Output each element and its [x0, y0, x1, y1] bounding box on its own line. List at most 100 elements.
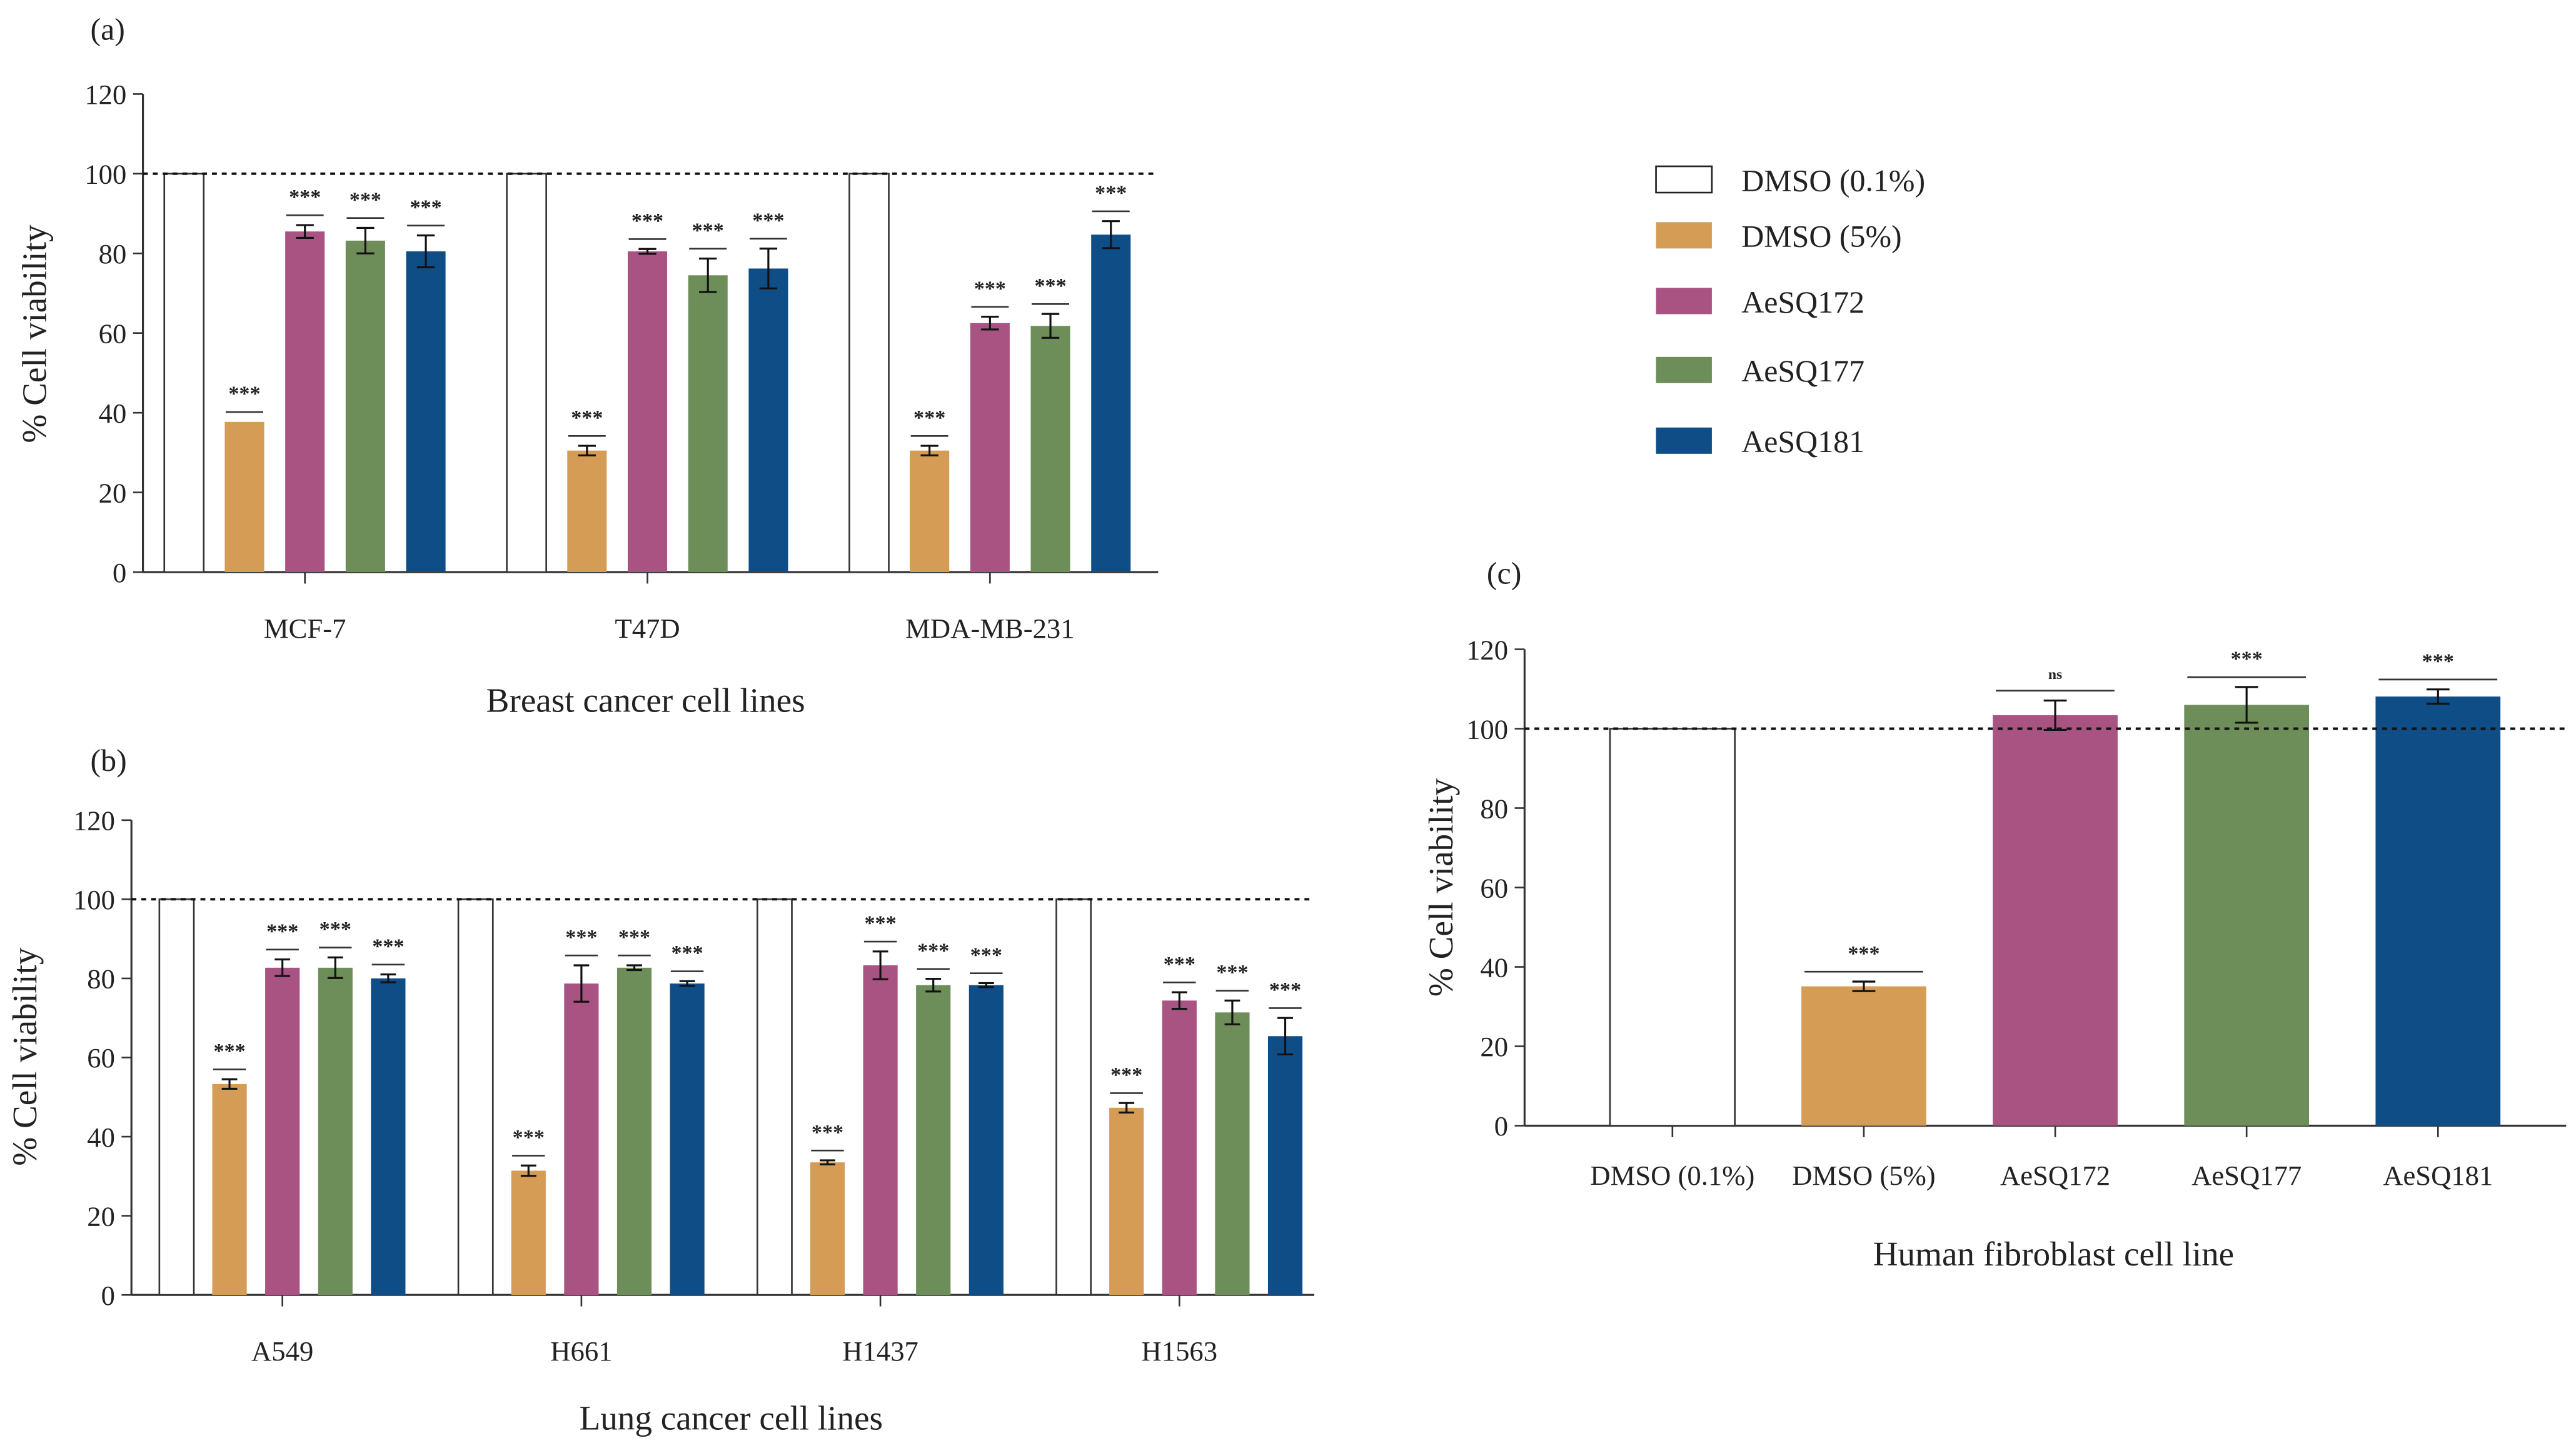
legend-label: DMSO (0.1%) [1741, 163, 1925, 198]
significance-label: *** [350, 188, 381, 211]
significance-label: *** [1269, 978, 1301, 1002]
chart-b-lung-cancer: (b) % Cell viability Lung cancer cell li… [6, 743, 1315, 1437]
significance-label: *** [410, 196, 441, 219]
significance-label: *** [513, 1126, 545, 1149]
significance-label: *** [1216, 961, 1248, 984]
bar [1055, 898, 1092, 1296]
significance-label: *** [618, 926, 650, 949]
y-tick-label: 40 [87, 1122, 115, 1153]
x-tick-label: AeSQ181 [2383, 1160, 2493, 1191]
significance-label: *** [228, 383, 260, 406]
bar [910, 450, 950, 573]
x-tick-label: MDA-MB-231 [905, 613, 1074, 644]
x-tick-label: DMSO (5%) [1792, 1160, 1935, 1191]
x-tick-label: DMSO (0.1%) [1590, 1160, 1754, 1191]
bar [616, 967, 652, 1295]
y-axis-label-c: % Cell viability [1422, 778, 1460, 997]
bar [748, 268, 788, 573]
bar [970, 323, 1010, 573]
significance-label: *** [319, 918, 351, 941]
y-tick-label: 60 [1480, 872, 1508, 903]
chart-a-breast-cancer: (a) % Cell viability Breast cancer cell … [16, 13, 1159, 719]
legend: DMSO (0.1%) DMSO (5%) AeSQ172 AeSQ177 AeSQ18… [1655, 163, 1925, 459]
x-tick-label: AeSQ172 [2000, 1160, 2110, 1191]
significance-label: *** [1110, 1063, 1142, 1087]
bar [1091, 234, 1131, 573]
bar [318, 967, 353, 1295]
x-tick-label: H1437 [842, 1335, 918, 1367]
bar [163, 173, 205, 573]
chart-c-fibroblast: (c) % Cell viability Human fibroblast ce… [1422, 556, 2567, 1273]
significance-label: *** [692, 219, 724, 242]
legend-swatch [1655, 165, 1713, 194]
significance-label: *** [571, 406, 603, 430]
significance-label: *** [372, 935, 404, 958]
bar [1162, 1000, 1197, 1295]
significance-label: *** [2231, 648, 2263, 671]
significance-label: *** [970, 943, 1002, 967]
significance-label: *** [289, 186, 321, 209]
bar [1030, 326, 1070, 573]
bar [1993, 715, 2118, 1126]
bar [265, 967, 300, 1295]
bar [1109, 1107, 1144, 1295]
panel-label-b: (b) [91, 743, 127, 778]
legend-swatch [1656, 222, 1712, 249]
significance-label: *** [631, 209, 663, 233]
x-axis-label-c: Human fibroblast cell line [1873, 1235, 2234, 1273]
x-tick-label: MCF-7 [264, 613, 346, 644]
x-tick-label: AeSQ177 [2191, 1160, 2302, 1191]
bar [224, 421, 264, 573]
y-tick-label: 100 [84, 159, 126, 190]
y-tick-label: 0 [1494, 1110, 1508, 1142]
bar [688, 275, 728, 573]
y-tick-label: 0 [101, 1280, 115, 1311]
bar [916, 985, 951, 1295]
significance-label: *** [565, 926, 597, 949]
bar [212, 1083, 247, 1295]
significance-label: *** [812, 1121, 843, 1144]
significance-label: *** [2422, 650, 2454, 673]
bar [969, 985, 1004, 1295]
legend-label: DMSO (5%) [1741, 219, 1901, 254]
y-tick-label: 0 [113, 557, 126, 588]
bar [1215, 1012, 1250, 1295]
legend-swatch [1656, 288, 1712, 314]
significance-label: *** [913, 406, 945, 430]
y-tick-label: 80 [99, 238, 127, 269]
significance-label: ns [2048, 666, 2062, 683]
y-tick-label: 80 [1480, 793, 1508, 824]
y-tick-label: 120 [73, 805, 115, 837]
significance-label: *** [752, 209, 784, 232]
x-axis-label-b: Lung cancer cell lines [580, 1399, 883, 1437]
panel-label-c: (c) [1487, 556, 1521, 590]
y-tick-label: 20 [1480, 1031, 1508, 1062]
y-tick-label: 20 [99, 477, 127, 508]
x-axis-label-a: Breast cancer cell lines [486, 681, 805, 719]
y-axis-label-b: % Cell viability [6, 947, 44, 1166]
y-tick-label: 100 [1466, 713, 1508, 745]
panel-label-a: (a) [91, 13, 125, 47]
y-axis-label-a: % Cell viability [16, 224, 54, 443]
significance-label: *** [1848, 942, 1879, 965]
bar [627, 251, 668, 573]
bar [1267, 1036, 1303, 1295]
bar [2184, 705, 2310, 1126]
bar [567, 450, 607, 573]
bar [406, 251, 446, 573]
significance-label: *** [864, 912, 896, 935]
y-tick-label: 120 [1466, 634, 1508, 665]
bar [285, 231, 325, 573]
significance-label: *** [1034, 274, 1066, 298]
significance-label: *** [213, 1040, 245, 1063]
legend-swatch [1656, 356, 1712, 383]
bar [457, 898, 494, 1296]
bar [848, 173, 890, 573]
significance-label: *** [1095, 181, 1127, 204]
y-tick-label: 40 [1480, 952, 1508, 983]
x-tick-label: T47D [615, 613, 680, 644]
significance-label: *** [917, 939, 949, 962]
bar [756, 898, 793, 1296]
bar [371, 978, 406, 1295]
